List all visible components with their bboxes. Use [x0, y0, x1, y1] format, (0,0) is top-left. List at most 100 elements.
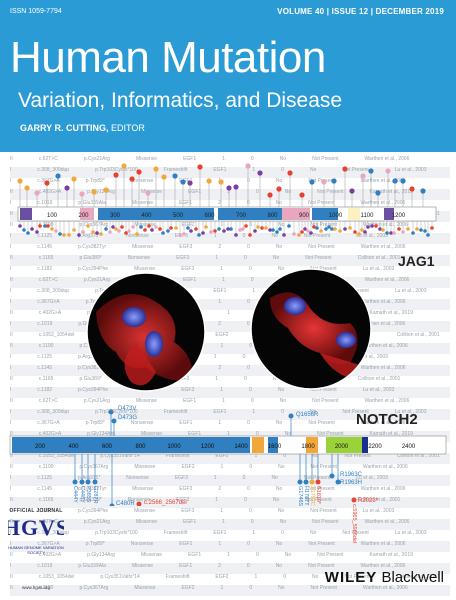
jag1-lollipop-head [409, 186, 415, 192]
jag1-lollipop-head [103, 187, 109, 193]
table-cell: Lu et al., 2003 [394, 409, 427, 415]
table-cell: Nonsense [126, 475, 149, 481]
table-cell: Not Present [342, 530, 369, 536]
table-cell: c.1053_1054del [38, 574, 75, 580]
table-cell: Lu et al., 2003 [356, 475, 388, 481]
table-cell: Colliton et al., 2001 [396, 453, 440, 459]
notch2-figure: 200 400 600 800 1000 1200 1400 1600 1800 2000 2200… [9, 409, 447, 506]
mutation-s1810: S1810* [315, 486, 321, 505]
notch2-tick-label: 400 [68, 444, 79, 450]
table-cell: No [272, 376, 280, 382]
table-cell: 1 [213, 354, 217, 360]
table-cell: 1 [252, 409, 256, 415]
table-cell: p.Cys394Phe [78, 266, 109, 272]
table-cell: c.1100 [38, 343, 54, 349]
table-cell: 1 [220, 508, 224, 514]
jag1-lollipop-head [257, 170, 263, 176]
jag1-domain-signal [20, 208, 32, 220]
table-cell: 1 [222, 398, 225, 404]
table-cell: I [10, 486, 12, 492]
jag1-lollipop-head [392, 178, 398, 184]
jag1-lollipop-head [17, 178, 23, 184]
table-row: Ic.308_309dupp.Trp103Cysfs*100Frameshift… [10, 288, 450, 299]
table-cell: Lu et al., 2003 [394, 288, 427, 294]
jag1-lollipop-head [430, 226, 434, 230]
table-cell: Warthen et al., 2006 [364, 519, 410, 525]
table-cell: 0 [246, 563, 250, 569]
table-cell: Warthen et al., 2006 [364, 277, 410, 283]
table-cell: I [10, 299, 12, 305]
jag1-lollipop-head [348, 226, 352, 230]
jag1-lollipop-head [400, 178, 406, 184]
journal-subtitle: Variation, Informatics, and Disease [18, 89, 343, 112]
table-cell: 1 [215, 376, 219, 382]
jag1-lollipop-head [217, 227, 221, 231]
jag1-lollipop-head [368, 168, 374, 174]
hgvs-logo-text: HGVS [8, 515, 64, 540]
notch2-domain-egf [12, 437, 250, 453]
jag1-lollipop-head [161, 231, 165, 235]
table-cell: EGF3 [181, 266, 195, 272]
table-cell: I [10, 200, 12, 206]
jag1-tick-label: 800 [267, 213, 278, 219]
table-cell: 1 [215, 497, 219, 503]
table-cell: c.308_309dup [37, 288, 70, 294]
jag1-lollipop-head [276, 186, 282, 192]
table-cell: No [277, 508, 285, 514]
jag1-lollipop-head [72, 228, 76, 232]
table-cell: 0 [249, 343, 253, 349]
table-cell: Colliton et al., 2001 [396, 574, 440, 580]
table-cell: II [10, 398, 13, 404]
jag1-lollipop-head [58, 232, 62, 236]
jag1-lollipop-head [343, 227, 347, 231]
jag1-lollipop-head [238, 228, 242, 232]
jag1-lollipop-head [423, 229, 427, 233]
table-cell: p.Trp89* [85, 541, 105, 547]
jag1-lollipop-head [91, 189, 97, 195]
table-cell: I [10, 475, 12, 481]
jag1-lollipop-head [233, 184, 239, 190]
hgvs-url[interactable]: www.hgvs.org [21, 585, 50, 590]
jag1-lollipop-head [381, 228, 385, 232]
table-cell: c.402G>A [38, 189, 62, 195]
table-cell: Warthen et al., 2006 [360, 420, 406, 426]
table-cell: p.Gly134Arg [87, 189, 115, 195]
table-cell: II [10, 156, 13, 162]
jag1-lollipop-head [287, 170, 293, 176]
table-cell: Not Present [308, 244, 335, 250]
jag1-lollipop-head [113, 172, 119, 178]
mutation-d473g: D473G [118, 415, 138, 421]
table-cell: No [278, 222, 285, 228]
jag1-lollipop-head [180, 179, 186, 185]
table-cell: p.Cys382Tyr [78, 365, 107, 371]
table-cell: p.Arg375* [78, 233, 101, 239]
table-cell: Not Present [310, 222, 337, 228]
table-cell: I [10, 530, 12, 536]
jag1-tick-label: 100 [47, 213, 58, 219]
jag1-lollipops-top [17, 163, 426, 207]
table-cell: EGF2 [181, 585, 195, 591]
table-cell: EGF3 [174, 475, 188, 481]
table-cell: 0 [250, 519, 254, 525]
jag1-lollipop-head [333, 227, 337, 231]
table-cell: p.Glu389* [79, 255, 102, 261]
table-cell: I [10, 354, 12, 360]
table-cell: Lu et al., 2003 [356, 354, 388, 360]
table-cell: Kamath et al., 2019 [369, 310, 413, 316]
table-cell: Kamath et al., 2019 [369, 431, 413, 437]
table-cell: Not Present [308, 178, 335, 184]
jag1-lollipop-head [338, 229, 342, 233]
table-cell: 0 [249, 266, 252, 272]
table-cell: 0 [281, 409, 284, 415]
jag1-domain-dsl [80, 208, 94, 220]
table-cell: I [10, 167, 12, 173]
jag1-lollipop-head [378, 227, 382, 231]
notch2-tick-label: 1000 [167, 444, 181, 450]
table-cell: p.Cys21Arg [83, 277, 110, 283]
table-cell: 0 [255, 552, 259, 558]
jag1-lollipop-head [426, 233, 430, 237]
